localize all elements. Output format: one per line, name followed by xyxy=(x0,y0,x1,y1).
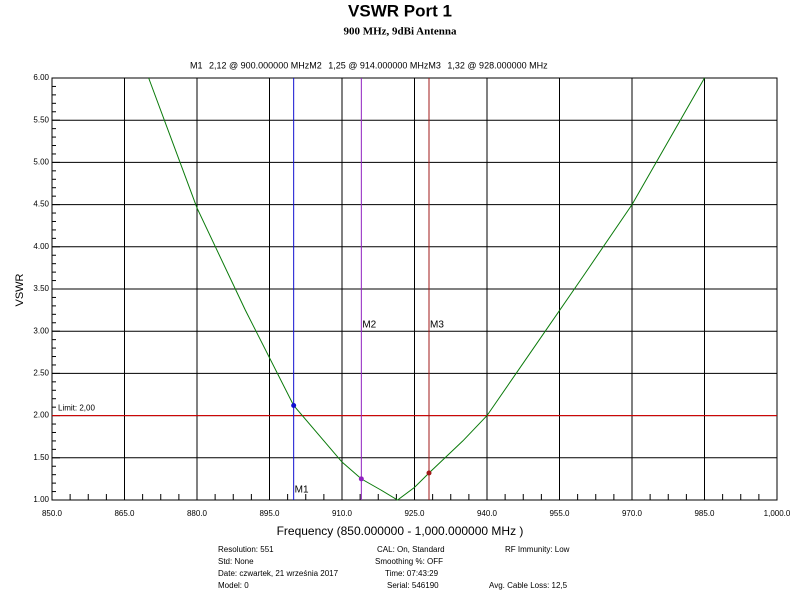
x-axis-label: Frequency (850.000000 - 1,000.000000 MHz… xyxy=(277,524,524,538)
y-tick-label: 1.50 xyxy=(33,453,49,462)
info-text: Date: czwartek, 21 września 2017 xyxy=(218,569,339,578)
x-tick-label: 865.0 xyxy=(114,509,135,518)
info-text: Smoothing %: OFF xyxy=(375,557,443,566)
marker-header-label: 1,25 @ 914.000000 MHz xyxy=(328,60,429,70)
info-text: Model: 0 xyxy=(218,581,249,590)
info-text: CAL: On, Standard xyxy=(377,545,445,554)
marker-header-name: M2 xyxy=(309,60,322,70)
marker-point xyxy=(358,476,364,482)
marker-point xyxy=(426,470,432,476)
info-text: Avg. Cable Loss: 12,5 xyxy=(489,581,568,590)
marker-tag: M1 xyxy=(295,485,309,496)
y-tick-label: 4.00 xyxy=(33,242,49,251)
info-text: Resolution: 551 xyxy=(218,545,274,554)
marker-point xyxy=(291,402,297,408)
data-line xyxy=(148,77,705,501)
y-tick-label: 3.00 xyxy=(33,326,49,335)
y-tick-label: 1.00 xyxy=(33,495,49,504)
y-tick-label: 2.50 xyxy=(33,369,49,378)
info-text: Time: 07:43:29 xyxy=(385,569,439,578)
x-tick-label: 940.0 xyxy=(477,509,498,518)
x-tick-label: 925.0 xyxy=(404,509,425,518)
y-axis-label: VSWR xyxy=(14,273,26,306)
chart-title: VSWR Port 1 xyxy=(348,1,452,20)
y-tick-label: 4.50 xyxy=(33,200,49,209)
x-tick-label: 850.0 xyxy=(42,509,63,518)
y-tick-label: 5.00 xyxy=(33,158,49,167)
x-tick-label: 955.0 xyxy=(549,509,570,518)
x-tick-label: 1,000.0 xyxy=(764,509,791,518)
info-text: RF Immunity: Low xyxy=(505,545,570,554)
marker-header-label: 1,32 @ 928.000000 MHz xyxy=(447,60,548,70)
chart-subtitle: 900 MHz, 9dBi Antenna xyxy=(343,26,457,38)
limit-label: Limit: 2,00 xyxy=(58,404,95,413)
marker-tag: M3 xyxy=(430,320,444,331)
y-tick-label: 3.50 xyxy=(33,284,49,293)
info-text: Serial: 546190 xyxy=(387,581,439,590)
y-tick-label: 5.50 xyxy=(33,115,49,124)
y-tick-label: 6.00 xyxy=(33,73,49,82)
info-text: Std: None xyxy=(218,557,254,566)
x-tick-label: 895.0 xyxy=(259,509,280,518)
marker-tag: M2 xyxy=(362,320,376,331)
x-tick-label: 985.0 xyxy=(694,509,715,518)
marker-header-name: M1 xyxy=(190,60,203,70)
y-tick-label: 2.00 xyxy=(33,411,49,420)
x-tick-label: 910.0 xyxy=(332,509,353,518)
marker-header-name: M3 xyxy=(428,60,441,70)
marker-header-label: 2,12 @ 900.000000 MHz xyxy=(209,60,310,70)
x-tick-label: 970.0 xyxy=(622,509,643,518)
x-tick-label: 880.0 xyxy=(187,509,208,518)
